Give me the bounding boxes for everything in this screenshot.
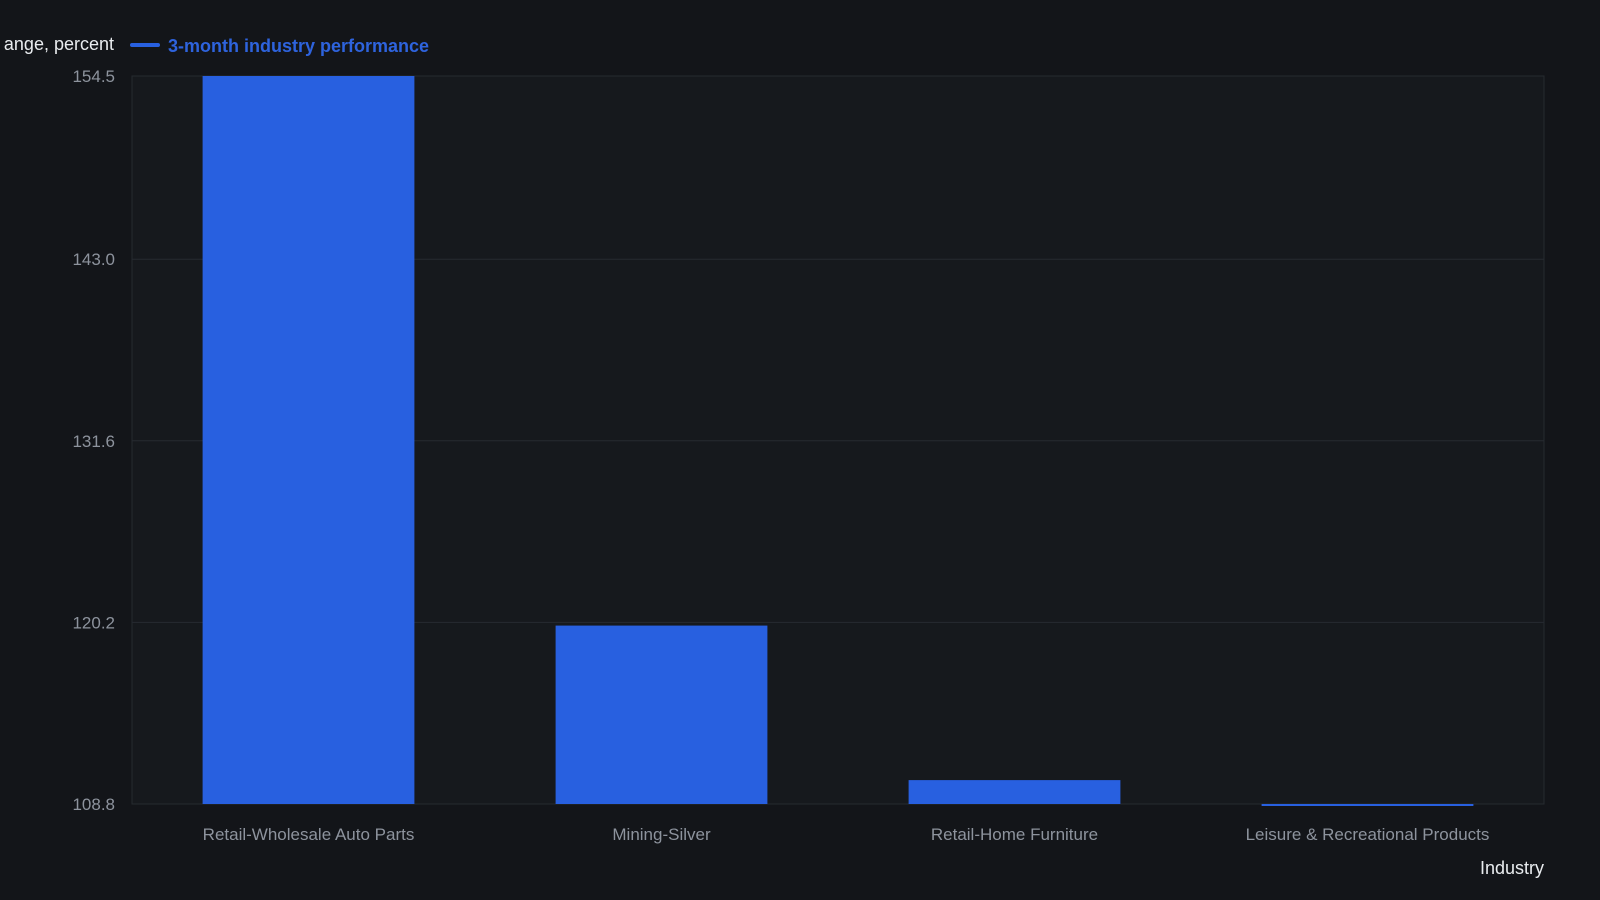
y-tick-label: 154.5 <box>72 67 115 86</box>
y-tick-label: 143.0 <box>72 250 115 269</box>
y-axis-title: ange, percent <box>4 34 114 54</box>
y-tick-label: 120.2 <box>72 613 115 632</box>
y-axis-ticks: 154.5 143.0 131.6 120.2 108.8 <box>72 67 115 814</box>
legend-swatch <box>130 43 160 47</box>
bar[interactable] <box>1261 804 1474 806</box>
x-tick-label: Retail-Home Furniture <box>931 825 1098 844</box>
x-tick-label: Mining-Silver <box>612 825 711 844</box>
x-tick-label: Leisure & Recreational Products <box>1246 825 1490 844</box>
bar[interactable] <box>908 780 1121 804</box>
bar[interactable] <box>555 625 768 804</box>
legend-label: 3-month industry performance <box>168 36 429 56</box>
x-axis-title: Industry <box>1480 858 1544 878</box>
x-axis-ticks: Retail-Wholesale Auto Parts Mining-Silver… <box>203 825 1490 844</box>
y-tick-label: 131.6 <box>72 432 115 451</box>
legend[interactable]: 3-month industry performance <box>130 36 429 56</box>
bar[interactable] <box>202 76 415 804</box>
bars <box>202 76 1474 806</box>
x-tick-label: Retail-Wholesale Auto Parts <box>203 825 415 844</box>
y-tick-label: 108.8 <box>72 795 115 814</box>
